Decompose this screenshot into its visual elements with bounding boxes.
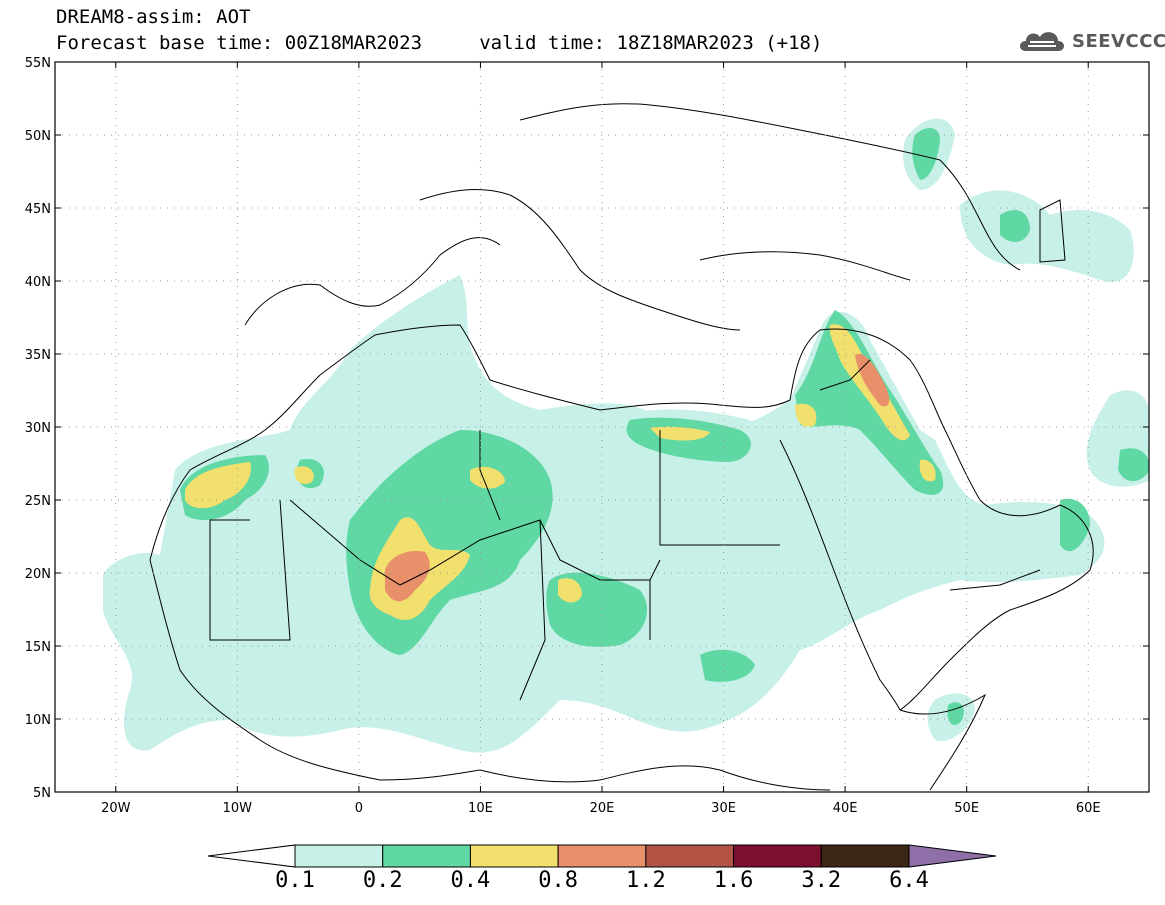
colorbar-level-label: 0.2: [362, 868, 403, 893]
lon-label: 20E: [590, 801, 615, 816]
colorbar: [207, 844, 997, 868]
colorbar-box: [733, 844, 822, 868]
colorbar-box: [294, 844, 384, 868]
lat-label: 55N: [25, 56, 51, 71]
lon-label: 20W: [101, 801, 131, 816]
map-subtitle: Forecast base time: 00Z18MAR2023 valid t…: [56, 32, 823, 54]
lat-label: 40N: [25, 275, 51, 290]
lon-labels: 20W 10W 0 10E 20E 30E 40E 50E 60E: [101, 801, 1101, 816]
map-title: DREAM8-assim: AOT: [56, 6, 251, 28]
lat-label: 5N: [33, 786, 51, 801]
lon-label: 0: [355, 801, 363, 816]
lat-labels: 55N 50N 45N 40N 35N 30N 25N 20N 15N 10N 5N: [25, 56, 51, 801]
logo-text: SEEVCCC: [1072, 30, 1165, 52]
axis-ticks: [55, 61, 1149, 793]
lon-label: 50E: [954, 801, 979, 816]
lon-label: 60E: [1076, 801, 1101, 816]
coastlines-borders: [149, 103, 1094, 791]
colorbar-level-label: 1.2: [625, 868, 666, 893]
colorbar-over-triangle: [908, 844, 997, 868]
colorbar-level-label: 0.8: [538, 868, 579, 893]
logo: SEEVCCC: [1016, 26, 1165, 56]
aot-shading: [103, 118, 1149, 753]
cloud-icon: [1020, 32, 1064, 51]
colorbar-box: [820, 844, 910, 868]
colorbar-level-label: 1.6: [713, 868, 754, 893]
lat-label: 50N: [25, 129, 51, 144]
colorbar-under-triangle: [207, 844, 296, 868]
colorbar-level-label: 0.4: [450, 868, 491, 893]
colorbar-box: [469, 844, 559, 868]
lat-label: 35N: [25, 348, 51, 363]
colorbar-box: [382, 844, 471, 868]
lat-label: 30N: [25, 421, 51, 436]
lon-label: 30E: [711, 801, 736, 816]
lat-label: 25N: [25, 494, 51, 509]
lat-label: 15N: [25, 640, 51, 655]
lon-label: 40E: [833, 801, 858, 816]
lon-label: 10E: [468, 801, 493, 816]
colorbar-level-label: 3.2: [801, 868, 842, 893]
lat-label: 10N: [25, 713, 51, 728]
colorbar-level-label: 0.1: [275, 868, 315, 893]
colorbar-level-label: 6.4: [889, 868, 929, 893]
lon-label: 10W: [223, 801, 253, 816]
lat-label: 20N: [25, 567, 51, 582]
colorbar-box: [557, 844, 647, 868]
colorbar-box: [645, 844, 735, 868]
lat-label: 45N: [25, 202, 51, 217]
gridlines: [55, 62, 1149, 792]
